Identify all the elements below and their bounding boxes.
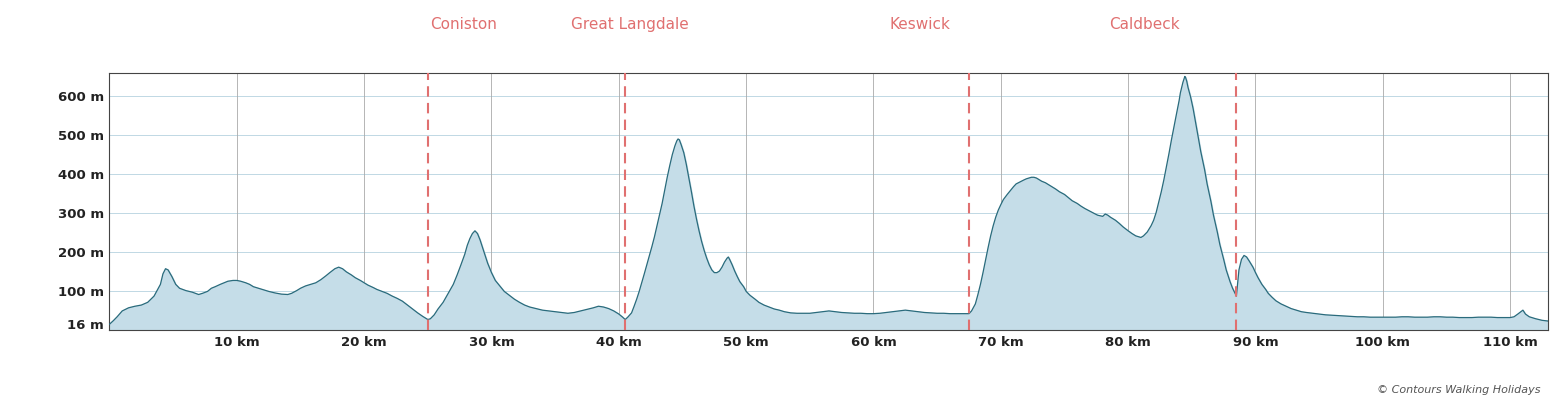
Text: © Contours Walking Holidays: © Contours Walking Holidays <box>1376 385 1541 395</box>
Text: Caldbeck: Caldbeck <box>1109 17 1181 32</box>
Text: Great Langdale: Great Langdale <box>571 17 688 32</box>
Text: Coniston: Coniston <box>430 17 497 32</box>
Text: Keswick: Keswick <box>888 17 949 32</box>
